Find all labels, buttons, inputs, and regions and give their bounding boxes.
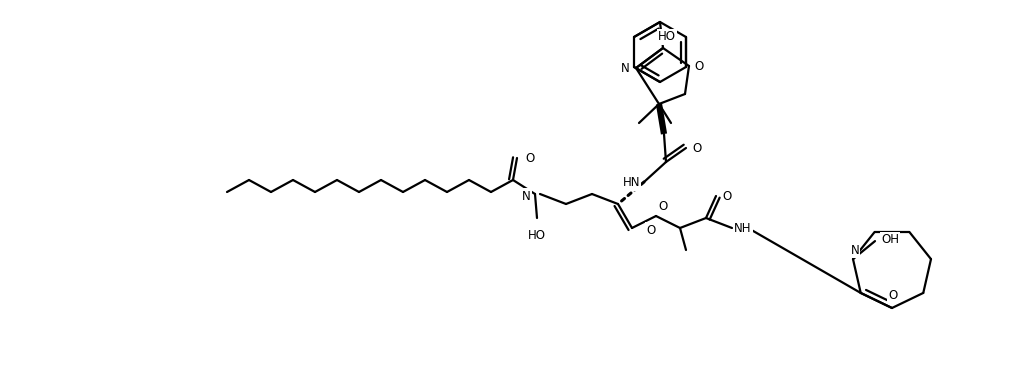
Text: OH: OH bbox=[881, 232, 900, 246]
Text: O: O bbox=[525, 152, 534, 164]
Text: O: O bbox=[646, 223, 655, 237]
Text: O: O bbox=[722, 189, 731, 203]
Text: O: O bbox=[692, 141, 701, 155]
Text: O: O bbox=[888, 289, 897, 302]
Text: O: O bbox=[694, 59, 703, 73]
Text: HN: HN bbox=[623, 177, 640, 189]
Text: N: N bbox=[850, 244, 860, 257]
Text: HO: HO bbox=[528, 229, 546, 242]
Text: N: N bbox=[621, 62, 630, 74]
Text: O: O bbox=[658, 200, 668, 213]
Text: HO: HO bbox=[658, 31, 676, 43]
Text: N: N bbox=[523, 189, 531, 203]
Text: NH: NH bbox=[734, 223, 751, 235]
